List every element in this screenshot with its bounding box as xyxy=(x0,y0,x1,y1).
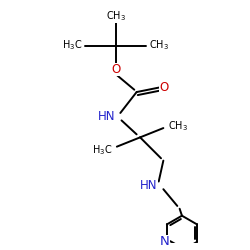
Text: CH$_3$: CH$_3$ xyxy=(168,119,188,133)
Text: HN: HN xyxy=(98,110,116,124)
Text: N: N xyxy=(160,235,170,248)
Text: HN: HN xyxy=(140,178,158,192)
Text: CH$_3$: CH$_3$ xyxy=(106,10,126,24)
Text: O: O xyxy=(111,64,120,76)
Text: H$_3$C: H$_3$C xyxy=(92,143,112,157)
Text: O: O xyxy=(160,81,169,94)
Text: H$_3$C: H$_3$C xyxy=(62,39,82,52)
Text: CH$_3$: CH$_3$ xyxy=(150,39,170,52)
